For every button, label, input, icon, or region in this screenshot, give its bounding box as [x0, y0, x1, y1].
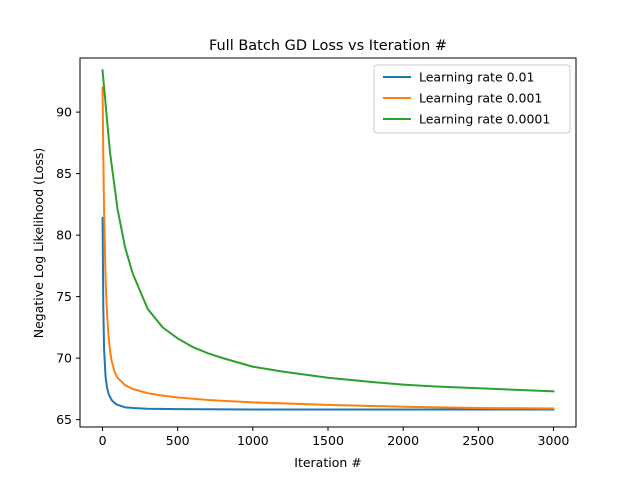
y-tick-label: 90 — [56, 105, 72, 120]
x-tick-label: 2500 — [462, 433, 494, 448]
y-tick-label: 80 — [56, 228, 72, 243]
x-tick-label: 2000 — [387, 433, 419, 448]
y-tick-label: 70 — [56, 351, 72, 366]
y-axis-label: Negative Log Likelihood (Loss) — [31, 148, 46, 339]
legend-box — [373, 64, 571, 134]
y-axis: 65 70 75 80 85 90 — [56, 105, 80, 427]
x-tick-label: 500 — [166, 433, 190, 448]
series-line-0 — [101, 216, 555, 411]
y-tick-label: 75 — [56, 289, 72, 304]
series-line-2 — [101, 69, 555, 393]
series-layer — [101, 69, 555, 411]
legend[interactable]: Learning rate 0.01 Learning rate 0.001 Lea… — [373, 64, 571, 134]
legend-label: Learning rate 0.01 — [419, 70, 534, 85]
x-axis: 0 500 1000 1500 2000 2500 3000 — [99, 427, 570, 448]
y-tick-label: 85 — [56, 166, 72, 181]
x-tick-label: 1500 — [312, 433, 344, 448]
chart-title: Full Batch GD Loss vs Iteration # — [209, 38, 447, 54]
x-tick-label: 0 — [99, 433, 107, 448]
series-line-1 — [101, 86, 555, 410]
x-axis-label: Iteration # — [294, 455, 361, 470]
legend-label: Learning rate 0.001 — [419, 91, 542, 106]
x-tick-label: 1000 — [237, 433, 269, 448]
legend-label: Learning rate 0.0001 — [419, 112, 550, 127]
y-tick-label: 65 — [56, 412, 72, 427]
x-tick-label: 3000 — [538, 433, 570, 448]
